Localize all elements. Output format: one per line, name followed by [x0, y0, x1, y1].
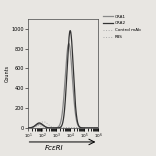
Text: FcεRI: FcεRI — [45, 145, 64, 151]
Legend: CRA1, CRA2, Control mAb, PBS: CRA1, CRA2, Control mAb, PBS — [103, 15, 141, 39]
Y-axis label: Counts: Counts — [5, 65, 10, 82]
